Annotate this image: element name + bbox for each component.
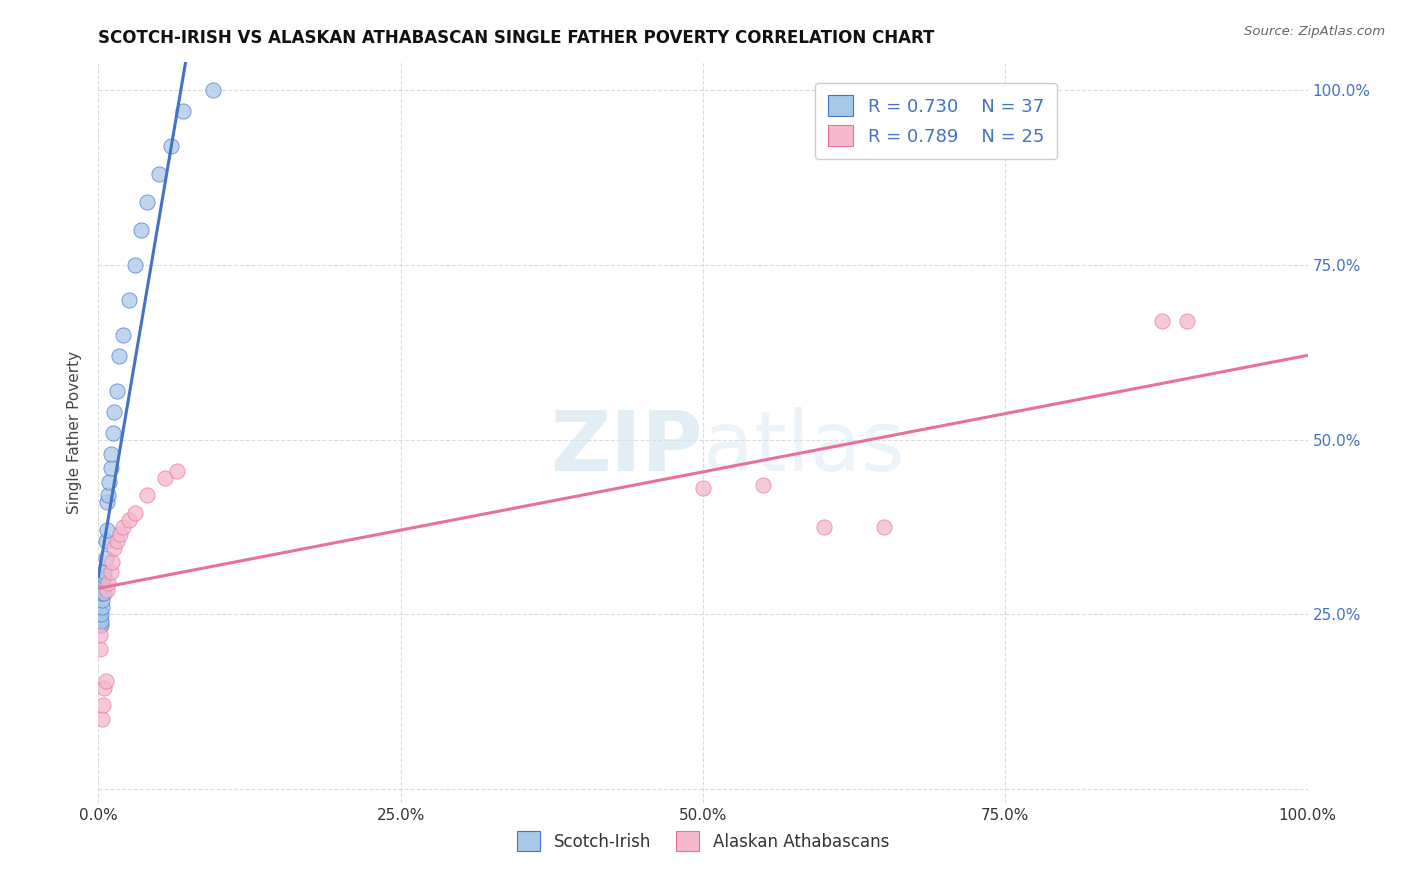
Text: SCOTCH-IRISH VS ALASKAN ATHABASCAN SINGLE FATHER POVERTY CORRELATION CHART: SCOTCH-IRISH VS ALASKAN ATHABASCAN SINGL… — [98, 29, 935, 47]
Point — [98, 475, 121, 489]
Point — [101, 425, 124, 440]
Point — [93, 566, 115, 580]
Point — [124, 258, 146, 272]
Point — [105, 384, 128, 398]
Point — [135, 488, 157, 502]
Point — [202, 83, 225, 97]
Point — [94, 551, 117, 566]
Point — [148, 167, 170, 181]
Point — [93, 681, 115, 695]
Point — [96, 582, 118, 597]
Point — [94, 673, 117, 688]
Point — [111, 327, 134, 342]
Point — [100, 460, 122, 475]
Point — [89, 628, 111, 642]
Point — [89, 614, 111, 628]
Point — [108, 527, 131, 541]
Legend: Scotch-Irish, Alaskan Athabascans: Scotch-Irish, Alaskan Athabascans — [510, 825, 896, 857]
Point — [166, 464, 188, 478]
Point — [91, 600, 114, 615]
Point — [96, 495, 118, 509]
Point — [118, 293, 141, 307]
Point — [111, 520, 134, 534]
Point — [91, 579, 114, 593]
Point — [89, 617, 111, 632]
Point — [91, 586, 114, 600]
Point — [97, 488, 120, 502]
Point — [103, 541, 125, 555]
Point — [91, 593, 114, 607]
Point — [90, 617, 112, 632]
Point — [90, 607, 112, 622]
Y-axis label: Single Father Poverty: Single Father Poverty — [67, 351, 83, 514]
Point — [93, 586, 115, 600]
Point — [90, 614, 112, 628]
Point — [153, 471, 176, 485]
Text: atlas: atlas — [703, 407, 904, 488]
Point — [103, 405, 125, 419]
Point — [129, 223, 152, 237]
Point — [692, 482, 714, 496]
Point — [89, 611, 111, 625]
Point — [100, 446, 122, 460]
Point — [89, 642, 111, 657]
Point — [91, 572, 114, 586]
Point — [96, 524, 118, 538]
Point — [118, 513, 141, 527]
Point — [160, 139, 183, 153]
Point — [172, 104, 194, 119]
Point — [873, 520, 896, 534]
Point — [91, 712, 114, 726]
Point — [135, 195, 157, 210]
Point — [1152, 314, 1174, 328]
Point — [100, 555, 122, 569]
Point — [94, 533, 117, 548]
Point — [97, 575, 120, 590]
Point — [108, 349, 131, 363]
Point — [89, 607, 111, 622]
Point — [105, 533, 128, 548]
Point — [1175, 314, 1198, 328]
Text: Source: ZipAtlas.com: Source: ZipAtlas.com — [1244, 25, 1385, 38]
Point — [100, 566, 122, 580]
Point — [89, 604, 111, 618]
Point — [752, 478, 775, 492]
Point — [124, 506, 146, 520]
Point — [813, 520, 835, 534]
Point — [91, 698, 114, 712]
Text: ZIP: ZIP — [551, 407, 703, 488]
Point — [93, 569, 115, 583]
